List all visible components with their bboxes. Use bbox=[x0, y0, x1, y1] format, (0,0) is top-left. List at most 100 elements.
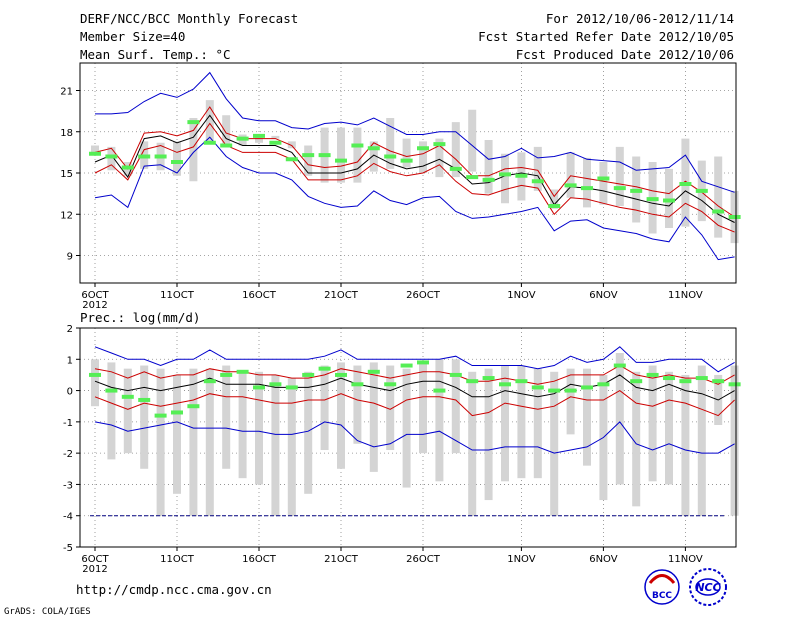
bcc-logo: BCC bbox=[644, 569, 680, 605]
median-mark bbox=[171, 410, 183, 415]
footer-url[interactable]: http://cmdp.ncc.cma.gov.cn bbox=[76, 582, 272, 597]
median-mark bbox=[351, 382, 364, 387]
median-mark bbox=[613, 186, 626, 191]
variable-label: Mean Surf. Temp.: °C bbox=[80, 47, 231, 62]
ensemble-box bbox=[665, 168, 673, 228]
ensemble-box bbox=[156, 368, 165, 516]
median-mark bbox=[515, 379, 528, 384]
ensemble-box bbox=[615, 353, 624, 485]
x-tick-label: 11OCT bbox=[160, 290, 195, 301]
ensemble-box bbox=[484, 140, 493, 194]
median-mark bbox=[728, 215, 741, 219]
median-mark bbox=[351, 143, 364, 148]
median-mark bbox=[285, 157, 298, 162]
upper-outer-line bbox=[94, 346, 735, 373]
y-tick-label: 1 bbox=[67, 355, 73, 366]
chart-title: DERF/NCC/BCC Monthly Forecast bbox=[80, 11, 299, 26]
median-mark bbox=[564, 183, 577, 188]
ensemble-box bbox=[320, 365, 329, 451]
median-mark bbox=[105, 154, 118, 159]
x-year-label: 2012 bbox=[82, 300, 107, 311]
y-tick-label: 21 bbox=[60, 87, 73, 98]
median-mark bbox=[318, 153, 331, 158]
y-tick-label: -5 bbox=[63, 543, 73, 554]
forecast-produced-date: Fcst Produced Date 2012/10/06 bbox=[515, 47, 734, 62]
ensemble-box bbox=[632, 371, 641, 507]
y-tick-label: -3 bbox=[63, 480, 73, 491]
grads-credit: GrADS: COLA/IGES bbox=[4, 607, 91, 617]
median-mark bbox=[187, 120, 200, 125]
lower-outer-line bbox=[94, 421, 735, 454]
temperature-panel: 9 12 15 18 21 6OCT 11OCT 16OCT 21OCT 26OCT 1NOV 6NO… bbox=[60, 62, 741, 311]
mean-line bbox=[94, 374, 735, 401]
ensemble-box bbox=[304, 371, 313, 494]
median-mark bbox=[712, 379, 725, 384]
median-mark bbox=[302, 372, 315, 377]
median-mark bbox=[220, 143, 233, 148]
median-mark bbox=[335, 158, 347, 163]
ensemble-box bbox=[107, 146, 116, 171]
ensemble-box bbox=[402, 138, 411, 168]
median-mark bbox=[187, 404, 200, 409]
median-mark bbox=[318, 366, 331, 371]
x-tick-label: 21OCT bbox=[324, 554, 359, 565]
median-mark bbox=[564, 388, 577, 393]
median-mark bbox=[417, 146, 429, 151]
ensemble-box bbox=[533, 146, 542, 191]
median-mark bbox=[236, 369, 249, 374]
ensemble-box bbox=[91, 145, 99, 156]
x-tick-label: 26OCT bbox=[406, 554, 441, 565]
median-mark bbox=[367, 146, 380, 151]
ensemble-box bbox=[566, 152, 575, 198]
ensemble-box bbox=[107, 362, 116, 460]
ensemble-box bbox=[337, 127, 345, 183]
y-tick-label: 18 bbox=[60, 128, 73, 139]
median-mark bbox=[613, 363, 626, 368]
ensemble-box bbox=[287, 141, 296, 149]
x-tick-label: 16OCT bbox=[242, 554, 277, 565]
precip-title: Prec.: log(mm/d) bbox=[80, 310, 200, 325]
median-mark bbox=[154, 154, 167, 159]
ensemble-box bbox=[501, 365, 509, 482]
ensemble-box bbox=[451, 122, 460, 178]
ensemble-box bbox=[353, 365, 362, 444]
median-mark bbox=[121, 165, 134, 170]
median-mark bbox=[138, 397, 151, 402]
median-mark bbox=[285, 385, 298, 390]
median-mark bbox=[548, 388, 561, 393]
median-mark bbox=[630, 188, 643, 193]
ensemble-box bbox=[419, 362, 427, 454]
x-tick-label: 6OCT bbox=[81, 554, 109, 565]
median-mark bbox=[663, 376, 675, 381]
median-mark bbox=[367, 369, 380, 374]
ensemble-box bbox=[271, 374, 280, 516]
median-mark bbox=[253, 133, 265, 138]
ensemble-box bbox=[419, 141, 427, 173]
x-tick-label: 6NOV bbox=[589, 554, 618, 565]
ensemble-box bbox=[140, 365, 149, 469]
median-mark bbox=[269, 140, 282, 145]
median-mark bbox=[597, 176, 610, 181]
lower-outer-line bbox=[94, 136, 735, 261]
ensemble-box bbox=[697, 365, 706, 516]
ensemble-box bbox=[533, 368, 542, 479]
mean-line bbox=[94, 114, 735, 223]
median-mark bbox=[630, 379, 643, 384]
ensemble-box bbox=[665, 371, 673, 485]
median-mark bbox=[663, 198, 675, 203]
ncc-logo: NCC bbox=[689, 568, 727, 606]
median-mark bbox=[466, 379, 479, 384]
median-mark bbox=[679, 379, 692, 384]
median-mark bbox=[121, 394, 134, 399]
forecast-period: For 2012/10/06-2012/11/14 bbox=[545, 11, 734, 26]
bcc-logo-text: BCC bbox=[652, 591, 672, 601]
ensemble-box bbox=[91, 359, 99, 407]
ensemble-box bbox=[386, 365, 395, 451]
ensemble-box bbox=[287, 378, 296, 516]
ensemble-box bbox=[173, 374, 181, 494]
median-mark bbox=[236, 136, 249, 141]
median-mark bbox=[482, 376, 495, 381]
ensemble-box bbox=[222, 365, 231, 469]
ensemble-box bbox=[615, 146, 624, 206]
